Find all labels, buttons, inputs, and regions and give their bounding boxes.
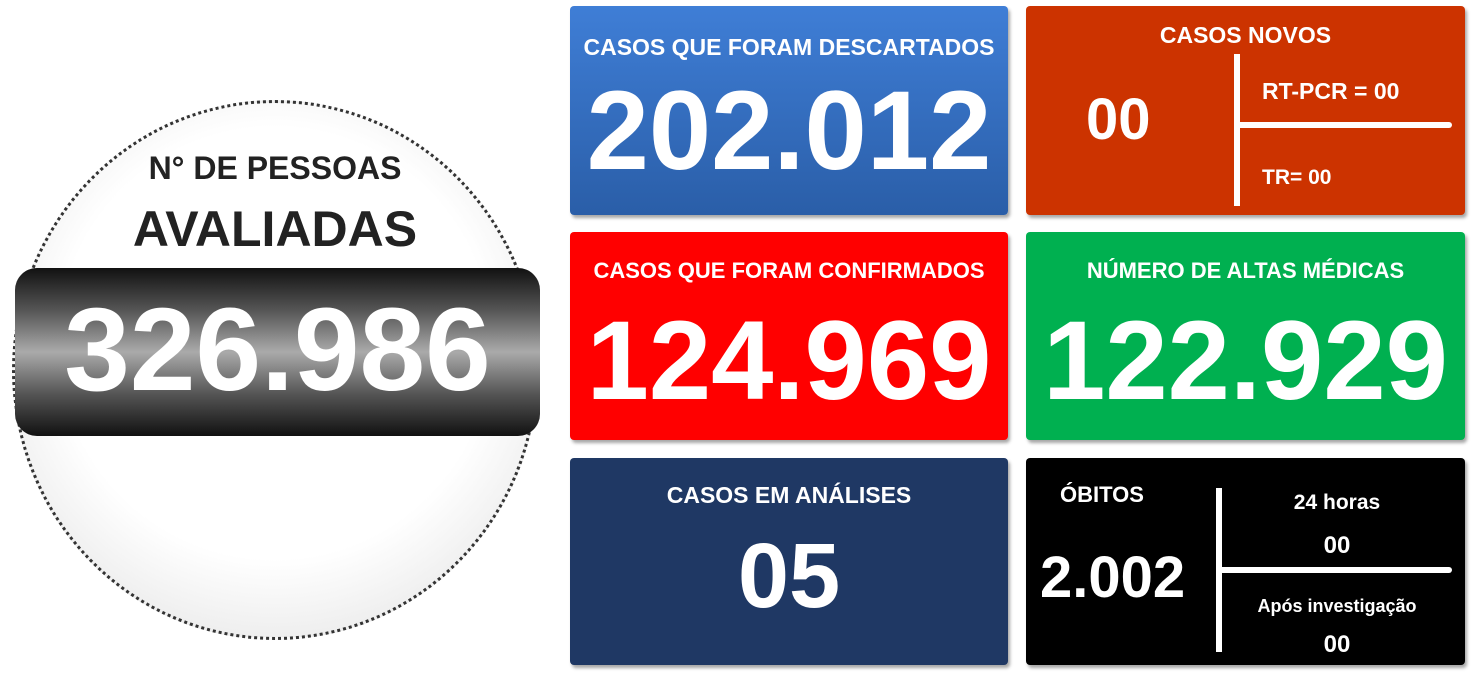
card-title: CASOS QUE FORAM DESCARTADOS	[583, 34, 995, 60]
analysis-card: CASOS EM ANÁLISES 05	[570, 458, 1008, 665]
divider	[1234, 54, 1240, 206]
discarded-card: CASOS QUE FORAM DESCARTADOS 202.012	[570, 6, 1008, 215]
divider	[1216, 567, 1452, 573]
rt-pcr: RT-PCR = 00	[1262, 78, 1400, 104]
card-title: CASOS NOVOS	[1159, 22, 1332, 48]
discharged-card: NÚMERO DE ALTAS MÉDICAS 122.929	[1026, 232, 1465, 440]
evaluated-bar	[15, 268, 540, 436]
card-value: 202.012	[586, 68, 992, 193]
evaluated-label: N° DE PESSOAS	[148, 150, 402, 186]
divider	[1234, 122, 1452, 128]
tr: TR= 00	[1262, 166, 1332, 189]
card-title: CASOS EM ANÁLISES	[666, 482, 912, 508]
card-value: 00	[1086, 87, 1151, 152]
after-value: 00	[1323, 631, 1351, 658]
deaths-card: ÓBITOS 2.002 24 horas 00 Após investigaç…	[1026, 458, 1465, 665]
new-cases-card: CASOS NOVOS 00 RT-PCR = 00 TR= 00	[1026, 6, 1465, 215]
card-value: 05	[737, 525, 841, 627]
card-title: NÚMERO DE ALTAS MÉDICAS	[1086, 258, 1405, 283]
card-value: 124.969	[586, 298, 992, 423]
card-value: 2.002	[1040, 545, 1186, 610]
evaluated-value: 326.986	[64, 284, 491, 416]
card-value: 122.929	[1043, 298, 1448, 423]
card-title: ÓBITOS	[1060, 482, 1144, 507]
card-title: CASOS QUE FORAM CONFIRMADOS	[593, 258, 985, 283]
after-label: Após investigação	[1257, 596, 1417, 616]
last24-value: 00	[1323, 532, 1351, 559]
last24-label: 24 horas	[1293, 491, 1381, 514]
evaluated-title: AVALIADAS	[132, 201, 418, 257]
confirmed-card: CASOS QUE FORAM CONFIRMADOS 124.969	[570, 232, 1008, 440]
